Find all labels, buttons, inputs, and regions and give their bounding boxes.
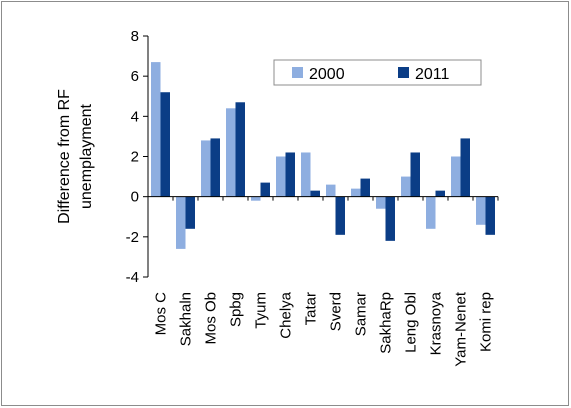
bar-2000-leng-obl [401,176,411,197]
legend-swatch-2011 [398,67,409,78]
y-axis-title-line: unemplayment [78,103,95,209]
bar-2011-komi-rep [485,196,495,235]
bar-2011-mos-ob [210,138,220,197]
bar-2011-leng-obl [410,152,420,197]
x-tick-label: Tyum [253,292,270,329]
x-tick-label: Spbg [228,292,245,327]
legend-swatch-2000 [292,67,303,78]
x-tick-label: Tatar [303,292,320,325]
bar-2000-mos-ob [201,140,211,197]
bar-2000-samar [351,188,361,197]
x-tick-label: Leng Obl [403,292,420,353]
bar-2011-sakharp [385,196,395,241]
x-tick-label: Mos Ob [203,292,220,345]
bar-2011-sverd [335,196,345,235]
y-tick-label: 0 [131,189,139,206]
bar-2000-chelya [276,156,286,197]
x-tick-label: Mos C [153,292,170,336]
bar-2011-chelya [285,152,295,197]
bar-2011-yam-nenet [460,138,470,197]
bar-2000-sverd [326,184,336,197]
bar-2000-mos-c [151,62,161,197]
x-tick-label: Sakhaln [178,292,195,346]
y-tick-label: 2 [131,149,139,166]
bar-2000-sakharp [376,196,386,209]
y-axis-title-line: Difference from RF [56,89,73,224]
y-axis-title: Difference from RF unemplayment [56,89,95,224]
legend-label-2011: 2011 [415,66,450,83]
y-axis-ticks: 8 6 4 2 0 -2 -4 [126,28,139,286]
bar-2011-spbg [235,102,245,197]
bar-2011-krasnoya [435,190,445,197]
x-tick-label: Yam-Nenet [453,291,470,367]
legend-box [273,59,482,86]
x-tick-label: SakhaRp [378,292,395,354]
legend: 2000 2011 [273,59,482,86]
bar-2011-tyum [260,182,270,197]
axes [143,35,499,278]
y-tick-label: 6 [131,68,139,85]
bar-2000-yam-nenet [451,156,461,197]
bar-2011-tatar [310,190,320,197]
y-tick-label: -4 [126,269,139,286]
x-tick-label: Krasnoya [428,291,445,355]
bar-2000-tyum [251,196,261,201]
x-axis-tick-labels: Mos C Sakhaln Mos Ob Spbg Tyum Chelya Tatar Sve… [153,291,495,367]
bar-2011-mos-c [160,92,170,197]
y-tick-label: 4 [131,108,139,125]
legend-label-2000: 2000 [309,66,345,83]
bar-2011-sakhaln [185,196,195,229]
bar-2011-samar [360,178,370,197]
x-tick-label: Komi rep [478,292,495,352]
y-tick-label: -2 [126,229,139,246]
x-tick-label: Samar [353,292,370,336]
bars [151,62,495,249]
x-tick-label: Sverd [328,292,345,331]
y-tick-label: 8 [131,28,139,45]
bar-2000-komi-rep [476,196,486,225]
bar-2000-spbg [226,108,236,197]
bar-2000-tatar [301,152,311,197]
x-tick-label: Chelya [278,291,295,338]
bar-2000-krasnoya [426,196,436,229]
bar-2000-sakhaln [176,196,186,249]
